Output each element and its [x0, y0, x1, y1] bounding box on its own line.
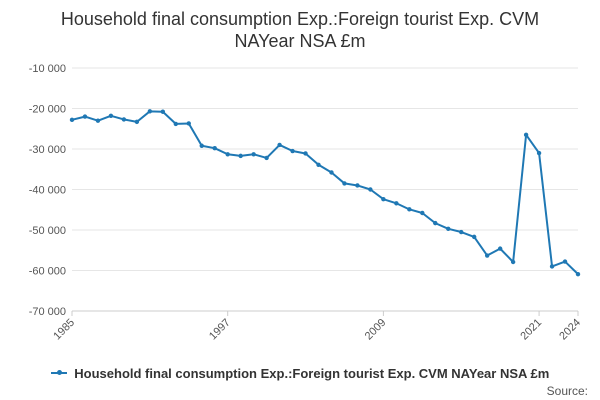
- chart-title-line-1: Household final consumption Exp.:Foreign…: [60, 9, 540, 29]
- y-tick-label: -20 000: [29, 104, 66, 116]
- gridlines: [72, 67, 578, 271]
- x-tick-label: 2009: [363, 317, 389, 343]
- x-tick-label: 1985: [51, 317, 77, 343]
- data-point[interactable]: [251, 152, 256, 157]
- data-point[interactable]: [549, 264, 555, 269]
- data-point[interactable]: [95, 118, 101, 123]
- legend[interactable]: Household final consumption Exp.:Foreign…: [0, 366, 600, 381]
- data-point[interactable]: [82, 114, 88, 119]
- data-point[interactable]: [497, 246, 503, 251]
- data-point[interactable]: [277, 142, 282, 148]
- legend-label: Household final consumption Exp.:Foreign…: [74, 366, 550, 381]
- chart-title: Household final consumption Exp.:Foreign…: [0, 8, 600, 52]
- data-point[interactable]: [381, 197, 386, 202]
- x-axis: 1985 1997 2009 2021 2024: [51, 310, 583, 343]
- data-point[interactable]: [147, 109, 153, 114]
- data-point[interactable]: [420, 210, 425, 216]
- data-point[interactable]: [186, 121, 191, 126]
- data-point[interactable]: [523, 132, 529, 138]
- data-point[interactable]: [212, 145, 217, 151]
- series-line: [71, 110, 579, 275]
- data-point[interactable]: [394, 201, 399, 206]
- y-tick-label: -30 000: [29, 144, 66, 156]
- data-point[interactable]: [368, 187, 373, 192]
- data-point[interactable]: [510, 259, 516, 265]
- data-point[interactable]: [238, 153, 243, 159]
- series-layer: [69, 109, 581, 277]
- data-point[interactable]: [316, 162, 321, 167]
- data-point[interactable]: [446, 226, 451, 231]
- data-point[interactable]: [407, 207, 412, 212]
- data-point[interactable]: [329, 170, 334, 175]
- data-point[interactable]: [173, 121, 178, 127]
- data-point[interactable]: [290, 148, 295, 154]
- data-point[interactable]: [225, 152, 230, 157]
- data-point[interactable]: [562, 259, 568, 264]
- x-tick-label: 2024: [557, 317, 583, 343]
- data-point[interactable]: [199, 143, 204, 148]
- data-point[interactable]: [355, 183, 360, 188]
- data-point[interactable]: [134, 119, 140, 125]
- y-axis: -10 000 -20 000 -30 000 -40 000 -50 000 -60 0…: [29, 63, 66, 318]
- data-point[interactable]: [303, 151, 308, 156]
- data-point[interactable]: [108, 113, 114, 118]
- data-point[interactable]: [536, 150, 542, 156]
- y-tick-label: -70 000: [29, 306, 66, 318]
- data-point[interactable]: [484, 253, 490, 258]
- y-tick-label: -50 000: [29, 225, 66, 237]
- y-tick-label: -40 000: [29, 185, 66, 197]
- data-point[interactable]: [342, 181, 347, 186]
- data-point[interactable]: [459, 229, 464, 235]
- data-point[interactable]: [472, 234, 477, 240]
- y-tick-label: -10 000: [29, 63, 66, 75]
- data-point[interactable]: [69, 117, 75, 123]
- data-point[interactable]: [433, 220, 438, 226]
- chart-title-line-2: NAYear NSA £m: [234, 31, 366, 51]
- x-tick-label: 2021: [518, 317, 544, 343]
- y-tick-label: -60 000: [29, 266, 66, 278]
- data-point[interactable]: [264, 155, 269, 161]
- source-label: Source:: [546, 384, 588, 398]
- data-point[interactable]: [575, 271, 581, 277]
- x-tick-label: 1997: [207, 317, 233, 343]
- data-point[interactable]: [121, 117, 127, 122]
- legend-swatch: [50, 369, 67, 375]
- data-point[interactable]: [160, 109, 166, 114]
